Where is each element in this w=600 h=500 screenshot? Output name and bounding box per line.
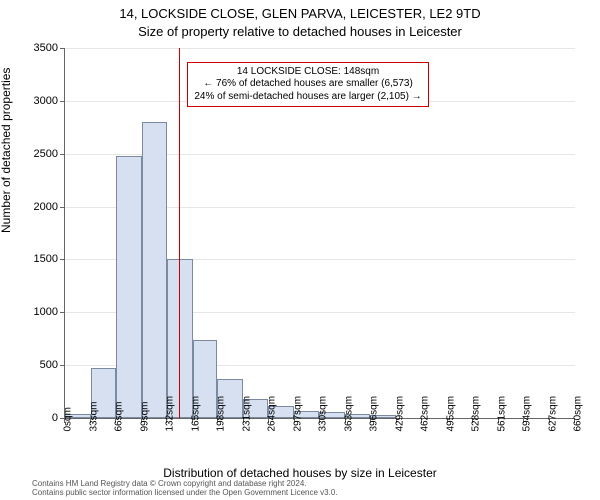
y-tick-mark [60, 207, 64, 208]
chart-container: 14, LOCKSIDE CLOSE, GLEN PARVA, LEICESTE… [0, 0, 600, 500]
gridline [65, 48, 575, 49]
x-axis-label: Distribution of detached houses by size … [0, 466, 600, 480]
footer-attribution: Contains HM Land Registry data © Crown c… [32, 480, 338, 498]
y-axis-label: Number of detached properties [0, 68, 13, 233]
y-tick-mark [60, 154, 64, 155]
annotation-line-3: 24% of semi-detached houses are larger (… [194, 91, 421, 104]
y-tick-label: 0 [18, 412, 58, 424]
annotation-box: 14 LOCKSIDE CLOSE: 148sqm← 76% of detach… [187, 62, 428, 108]
chart-title-line2: Size of property relative to detached ho… [0, 24, 600, 39]
y-tick-mark [60, 101, 64, 102]
y-tick-label: 2000 [18, 201, 58, 213]
marker-line [179, 48, 180, 418]
y-tick-label: 3000 [18, 95, 58, 107]
footer-line2: Contains public sector information licen… [32, 489, 338, 498]
plot-area: 14 LOCKSIDE CLOSE: 148sqm← 76% of detach… [64, 48, 575, 419]
annotation-line-1: 14 LOCKSIDE CLOSE: 148sqm [194, 66, 421, 79]
histogram-bar [142, 122, 168, 418]
y-tick-label: 500 [18, 359, 58, 371]
chart-title-line1: 14, LOCKSIDE CLOSE, GLEN PARVA, LEICESTE… [0, 6, 600, 21]
histogram-bar [116, 156, 142, 418]
y-tick-mark [60, 365, 64, 366]
annotation-line-2: ← 76% of detached houses are smaller (6,… [194, 78, 421, 91]
y-tick-mark [60, 259, 64, 260]
y-tick-label: 1500 [18, 253, 58, 265]
y-tick-label: 1000 [18, 306, 58, 318]
y-tick-mark [60, 48, 64, 49]
y-tick-mark [60, 312, 64, 313]
y-tick-label: 2500 [18, 148, 58, 160]
y-tick-label: 3500 [18, 42, 58, 54]
